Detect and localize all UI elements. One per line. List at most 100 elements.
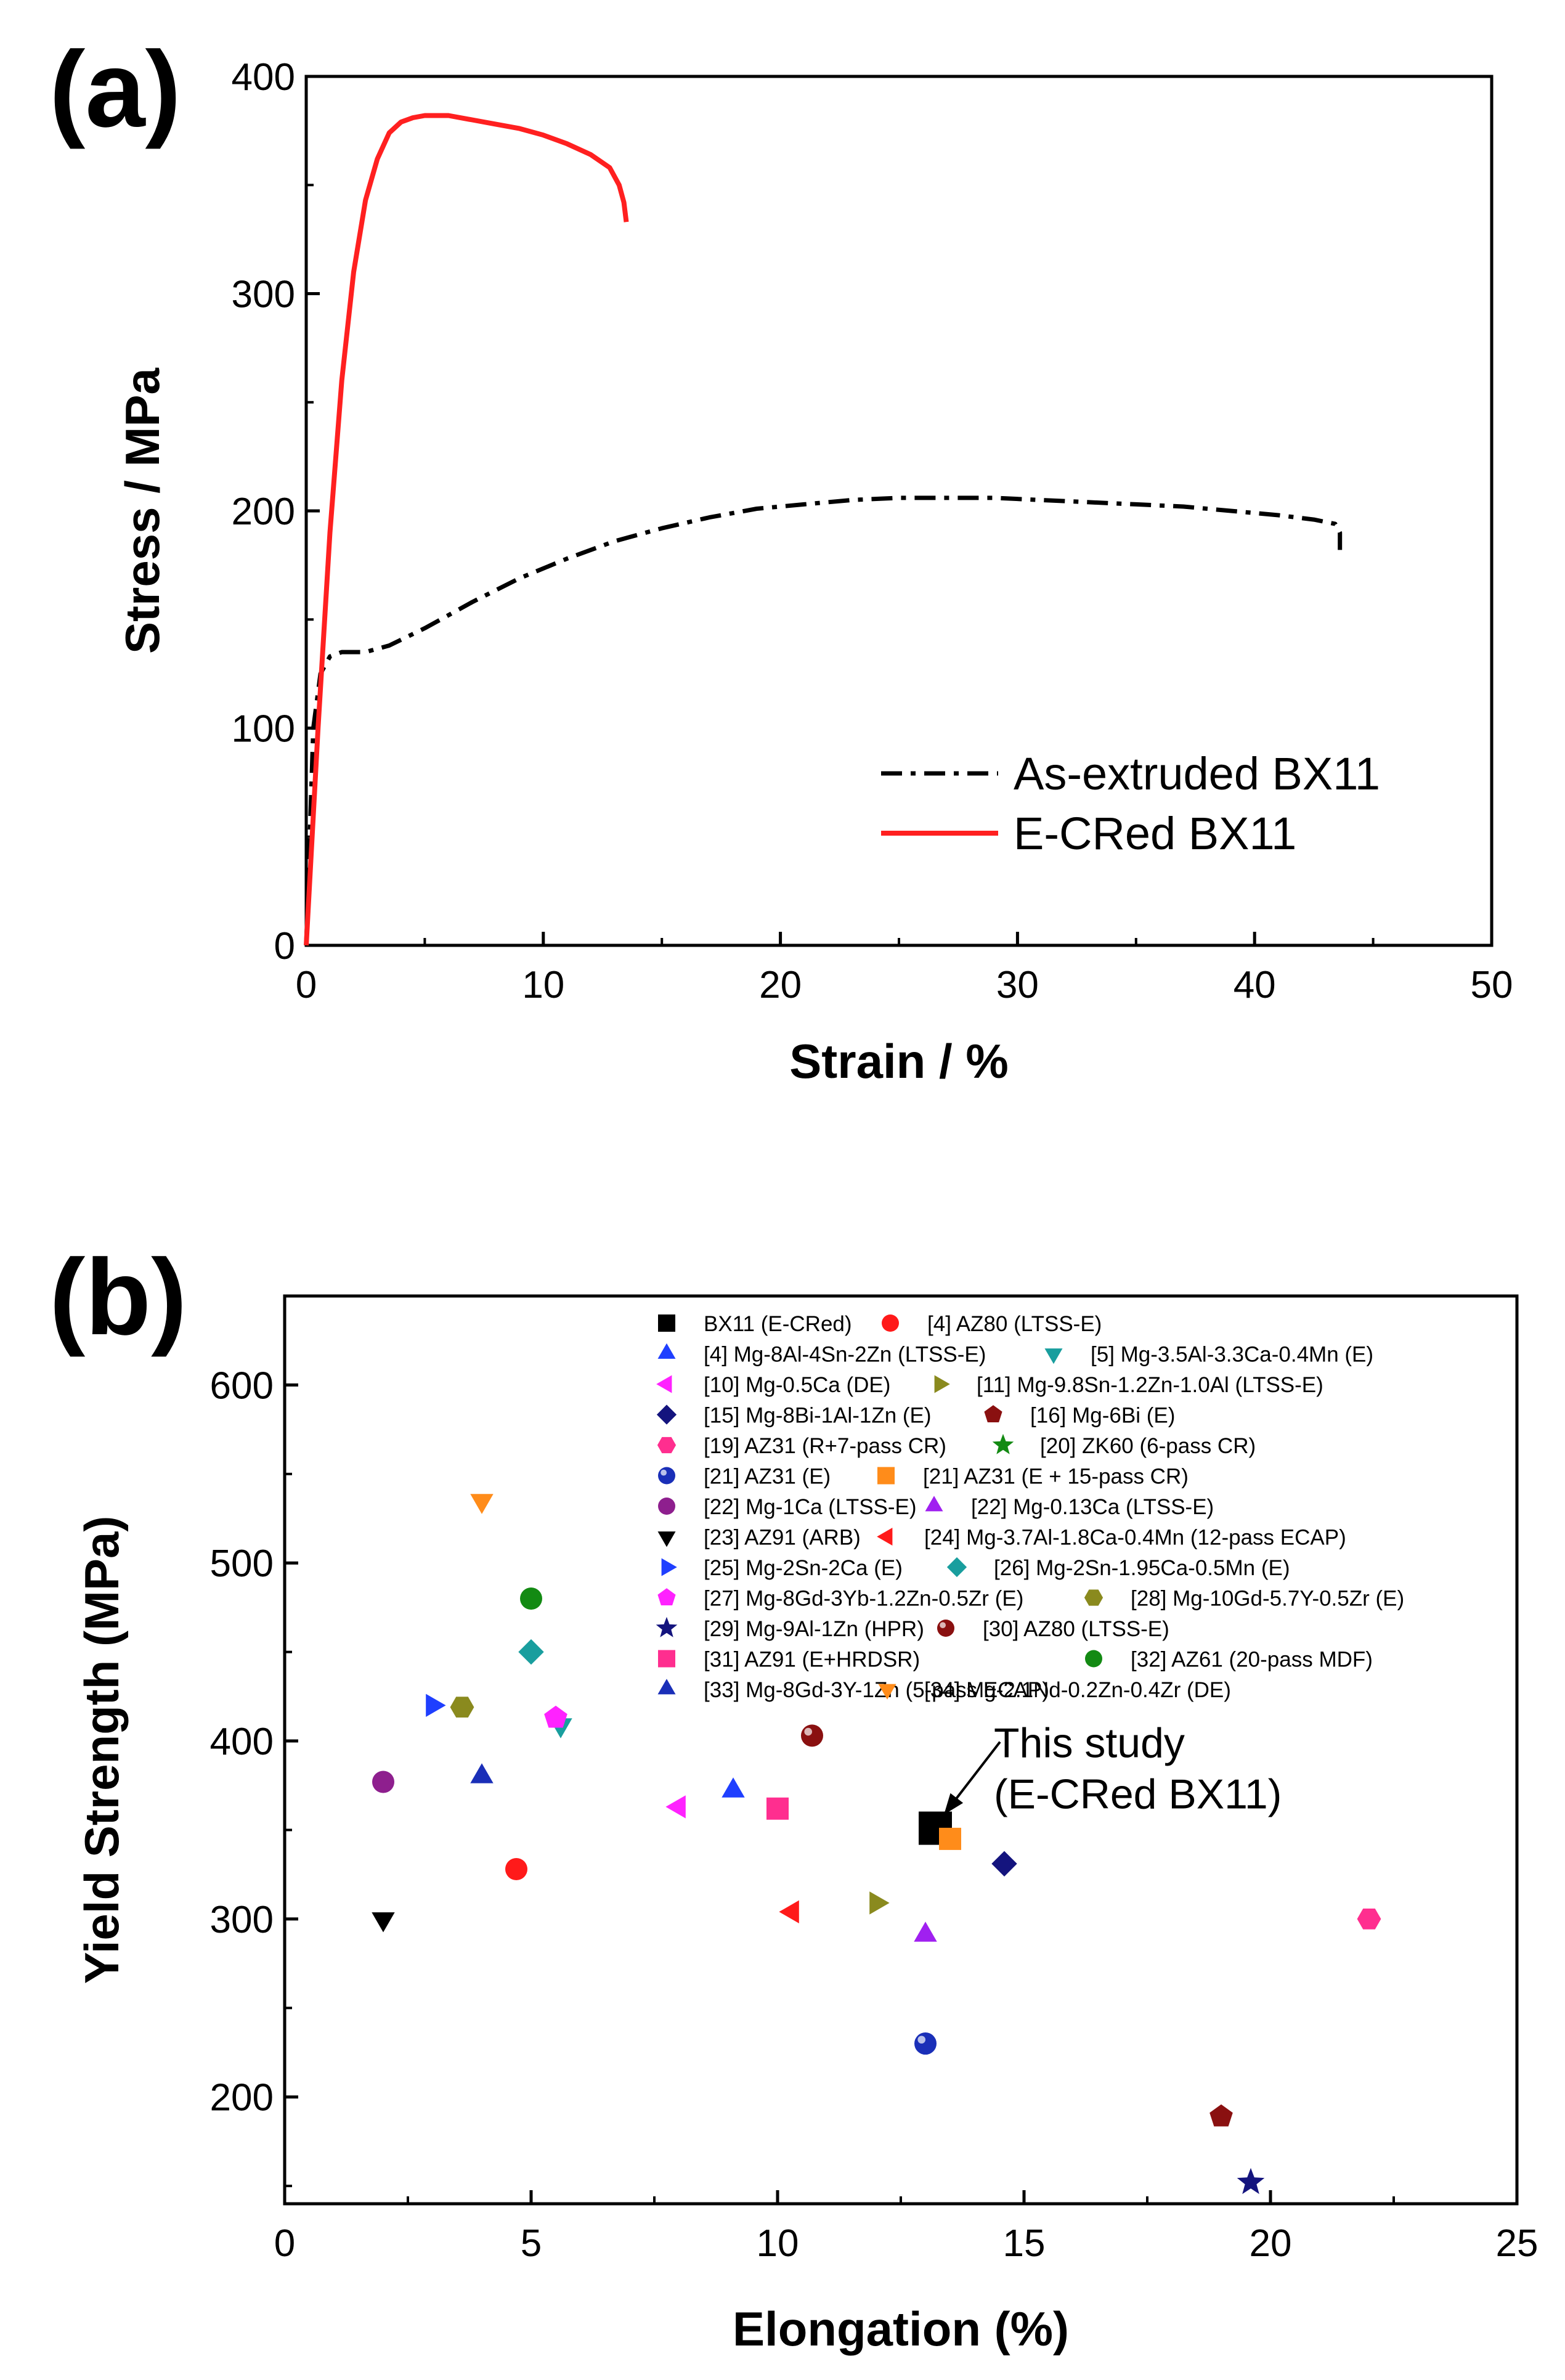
legend-label: [34] Mg-2.1Nd-0.2Zn-0.4Zr (DE)	[924, 1678, 1231, 1702]
x-tick-label: 20	[759, 964, 802, 1006]
legend-label: E-CRed BX11	[1014, 808, 1296, 859]
legend-marker	[877, 1528, 893, 1546]
legend-marker	[878, 1684, 896, 1700]
panel-b-y-axis-label: Yield Strength (MPa)	[75, 1516, 129, 1984]
data-point	[450, 1697, 474, 1718]
legend-marker	[946, 1557, 967, 1578]
series-line-e-cred	[304, 113, 629, 946]
legend-marker	[1084, 1589, 1104, 1606]
legend-label: [4] AZ80 (LTSS-E)	[927, 1312, 1102, 1336]
annotation-arrow-head	[944, 1793, 964, 1815]
data-point	[779, 1900, 799, 1923]
panel-b-label: (b)	[49, 1237, 187, 1358]
legend-marker	[657, 1437, 677, 1454]
legend-label: [11] Mg-9.8Sn-1.2Zn-1.0Al (LTSS-E)	[977, 1373, 1323, 1397]
y-tick-label: 400	[210, 1721, 274, 1763]
x-tick-label: 0	[296, 964, 317, 1006]
data-point	[520, 1587, 542, 1610]
panel-b-annotation: This study (E-CRed BX11)	[943, 1720, 1282, 1818]
legend-label: BX11 (E-CRed)	[704, 1312, 852, 1336]
data-point	[1357, 1909, 1381, 1930]
data-point	[470, 1494, 494, 1514]
data-point	[518, 1639, 544, 1665]
data-point	[372, 1912, 395, 1933]
legend-marker-highlight	[940, 1622, 946, 1629]
data-point	[722, 1777, 745, 1798]
legend-marker	[925, 1496, 943, 1512]
legend-marker	[658, 1498, 675, 1515]
panel-b-legend: BX11 (E-CRed) [4] AZ80 (LTSS-E) [4] Mg-8Al…	[656, 1312, 1404, 1702]
data-point	[939, 1827, 961, 1850]
data-point-highlight	[917, 2036, 925, 2044]
y-tick-label: 500	[210, 1543, 274, 1585]
panel-a-x-axis-label: Strain / %	[789, 1034, 1008, 1088]
legend-marker	[657, 1679, 676, 1695]
legend-label: [26] Mg-2Sn-1.95Ca-0.5Mn (E)	[994, 1556, 1290, 1580]
legend-label: [30] AZ80 (LTSS-E)	[983, 1617, 1169, 1641]
x-tick-label: 20	[1250, 2222, 1292, 2265]
panel-b-scatter-chart: (b) 200 300 400 500 600 0 5 10 15 20 25 Elongatio…	[49, 1237, 1538, 2356]
x-tick-label: 25	[1496, 2222, 1539, 2265]
y-tick-label: 200	[210, 2077, 274, 2119]
legend-marker	[658, 1467, 675, 1485]
legend-marker	[661, 1558, 677, 1576]
legend-marker	[934, 1375, 950, 1393]
data-point	[914, 2032, 937, 2055]
y-tick-label: 400	[232, 56, 295, 99]
data-point	[372, 1771, 394, 1793]
panel-a-label: (a)	[49, 30, 181, 150]
legend-label: [29] Mg-9Al-1Zn (HPR)	[704, 1617, 924, 1641]
legend-marker	[1044, 1348, 1063, 1364]
legend-label: [27] Mg-8Gd-3Yb-1.2Zn-0.5Zr (E)	[704, 1587, 1023, 1611]
legend-label: [15] Mg-8Bi-1Al-1Zn (E)	[704, 1404, 932, 1428]
legend-marker	[882, 1314, 899, 1332]
annotation-line-1: This study	[994, 1720, 1185, 1767]
x-tick-label: 40	[1234, 964, 1276, 1006]
y-tick-label: 100	[232, 708, 295, 751]
panel-a-legend: As-extruded BX11 E-CRed BX11	[881, 748, 1380, 859]
panel-a-plot-frame	[304, 75, 1494, 947]
panel-a-y-axis-label: Stress / MPa	[115, 367, 169, 654]
data-point	[766, 1797, 789, 1820]
legend-label: [4] Mg-8Al-4Sn-2Zn (LTSS-E)	[704, 1343, 986, 1367]
legend-label: [5] Mg-3.5Al-3.3Ca-0.4Mn (E)	[1091, 1343, 1373, 1367]
data-point	[801, 1724, 823, 1747]
legend-label: [20] ZK60 (6-pass CR)	[1040, 1434, 1256, 1458]
x-tick-label: 5	[521, 2222, 542, 2265]
y-tick-label: 200	[232, 491, 295, 533]
annotation-line-2: (E-CRed BX11)	[994, 1771, 1282, 1818]
y-tick-label: 300	[210, 1899, 274, 1941]
legend-label: [22] Mg-0.13Ca (LTSS-E)	[971, 1495, 1214, 1519]
legend-label: [28] Mg-10Gd-5.7Y-0.5Zr (E)	[1131, 1587, 1404, 1611]
y-tick-label: 300	[232, 274, 295, 316]
legend-label: [24] Mg-3.7Al-1.8Ca-0.4Mn (12-pass ECAP)	[924, 1526, 1346, 1550]
legend-marker	[657, 1531, 676, 1547]
legend-label: [10] Mg-0.5Ca (DE)	[704, 1373, 890, 1397]
legend-label: [16] Mg-6Bi (E)	[1030, 1404, 1175, 1428]
x-tick-label: 10	[522, 964, 564, 1006]
legend-marker	[937, 1620, 954, 1637]
x-tick-label: 50	[1471, 964, 1513, 1006]
x-tick-label: 15	[1003, 2222, 1046, 2265]
legend-marker	[657, 1343, 676, 1359]
legend-label: [21] AZ31 (E + 15-pass CR)	[923, 1465, 1189, 1489]
panel-b-x-axis-label: Elongation (%)	[733, 2302, 1069, 2356]
data-point	[869, 1891, 890, 1915]
legend-marker	[658, 1650, 675, 1668]
data-point	[470, 1763, 494, 1783]
x-tick-label: 0	[274, 2222, 295, 2265]
y-tick-label: 600	[210, 1364, 274, 1407]
legend-marker	[992, 1433, 1014, 1454]
panel-a-stress-strain-chart: (a) 0 100 200 300 400 0 10 20 30 40 50 Strain / %…	[49, 30, 1513, 1088]
legend-marker-highlight	[661, 1469, 667, 1476]
data-point	[426, 1693, 446, 1717]
legend-label: [19] AZ31 (R+7-pass CR)	[704, 1434, 946, 1458]
legend-marker	[984, 1405, 1002, 1422]
legend-label: As-extruded BX11	[1014, 748, 1380, 799]
data-point-highlight	[804, 1727, 812, 1736]
data-point	[544, 1705, 567, 1728]
data-point	[665, 1795, 686, 1819]
x-tick-label: 30	[996, 964, 1039, 1006]
legend-marker	[877, 1467, 895, 1485]
